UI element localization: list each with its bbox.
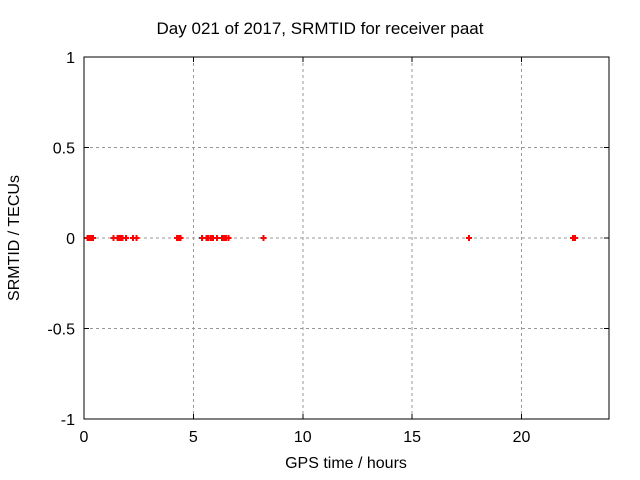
data-point-marker — [213, 235, 220, 241]
y-tick-label: 0 — [66, 231, 75, 248]
data-point-marker — [225, 235, 232, 241]
x-tick-label: 15 — [403, 429, 421, 446]
grid-layer — [84, 57, 609, 419]
y-tick-label: 1 — [66, 50, 75, 67]
data-points-layer — [84, 235, 579, 241]
y-tick-label: -1 — [61, 412, 75, 429]
y-tick-label: -0.5 — [47, 322, 75, 339]
data-point-marker — [572, 235, 579, 241]
data-point-marker — [89, 235, 96, 241]
x-tick-label: 5 — [189, 429, 198, 446]
data-point-marker — [133, 235, 140, 241]
x-tick-label: 0 — [80, 429, 89, 446]
x-tick-label: 20 — [513, 429, 531, 446]
data-point-marker — [466, 235, 472, 241]
data-point-marker — [177, 235, 184, 241]
chart-title: Day 021 of 2017, SRMTID for receiver paa… — [157, 19, 484, 38]
x-axis-label: GPS time / hours — [285, 455, 407, 472]
axis-layer: 0 5 10 15 20 -1 -0.5 0 0.5 1 — [47, 50, 610, 446]
y-tick-label: 0.5 — [53, 141, 75, 158]
data-point-marker — [123, 235, 129, 241]
data-point-marker — [260, 235, 267, 241]
y-axis-label: SRMTID / TECUs — [6, 175, 23, 301]
x-tick-label: 10 — [294, 429, 312, 446]
